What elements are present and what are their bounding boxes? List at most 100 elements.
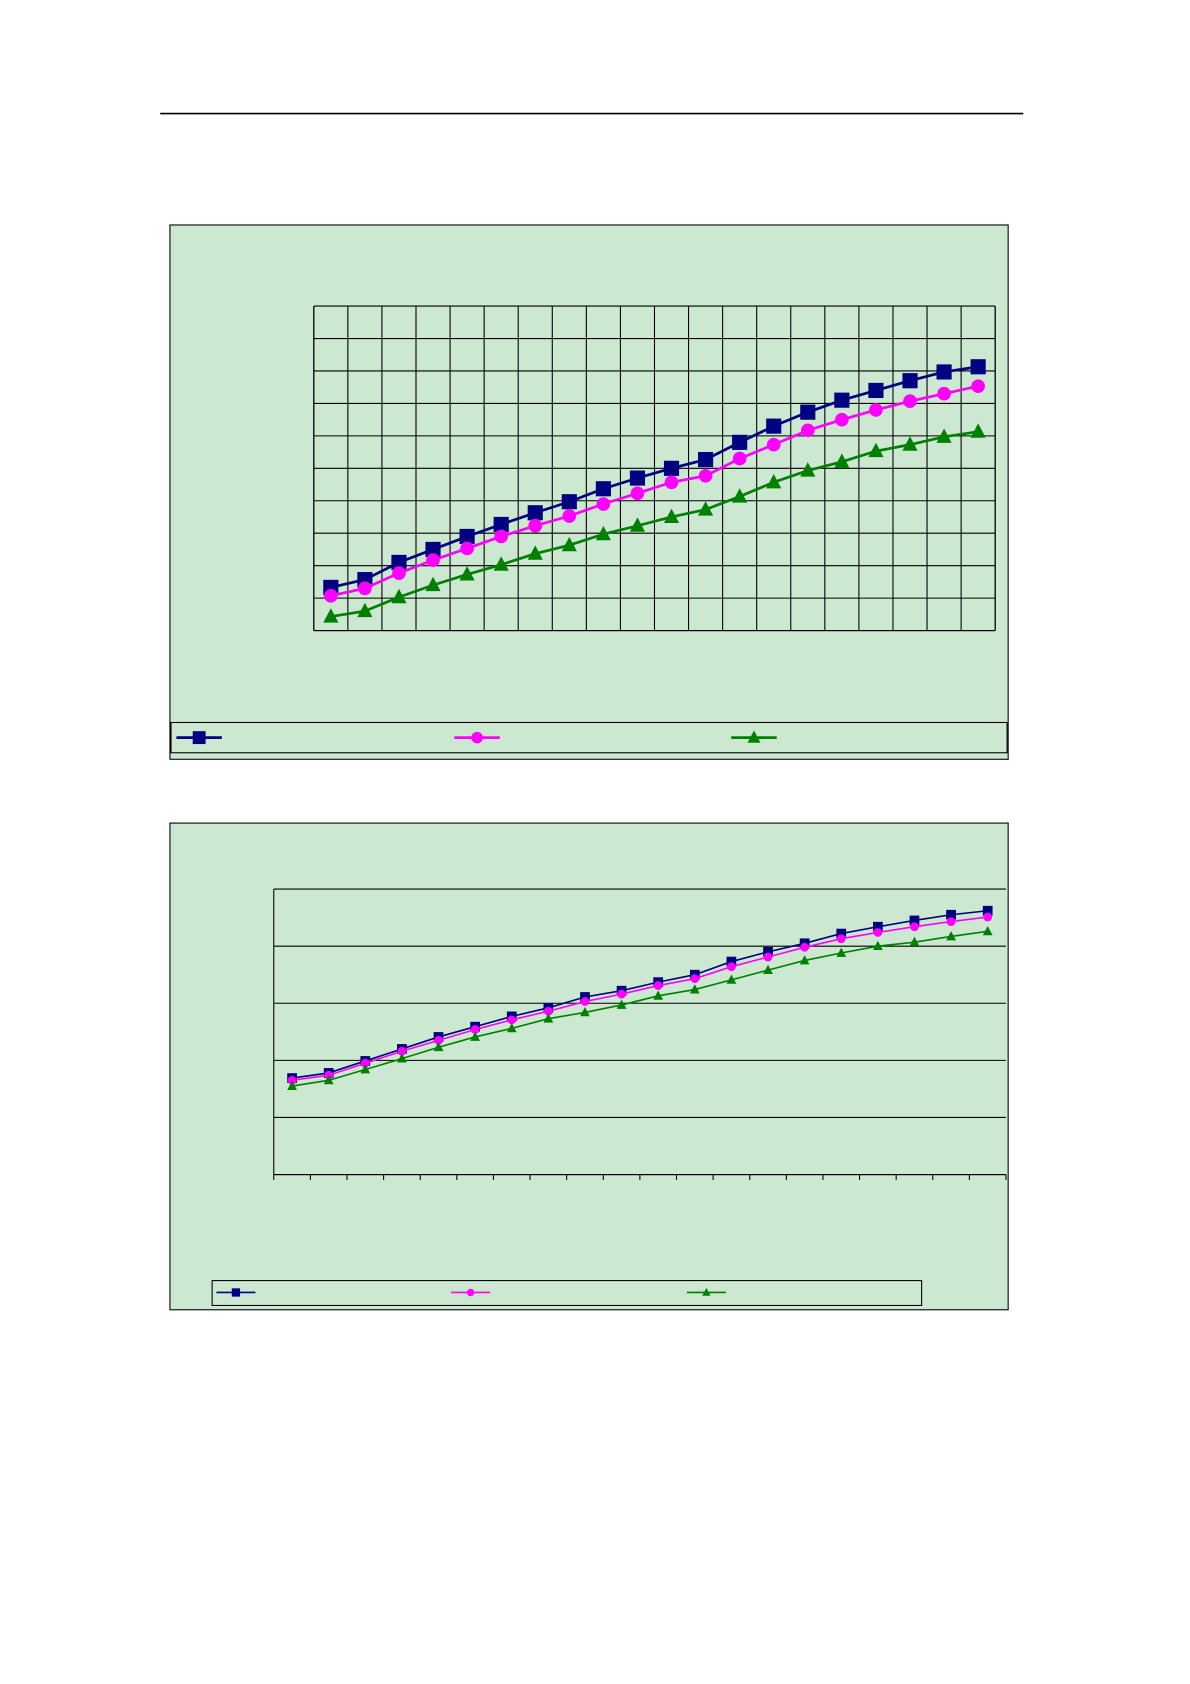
series-line <box>291 930 988 1087</box>
data-point <box>470 1025 480 1034</box>
data-point <box>936 428 952 443</box>
data-point <box>323 608 339 623</box>
data-point <box>397 1046 407 1056</box>
data-point <box>982 925 993 936</box>
data-point <box>663 508 680 524</box>
data-point <box>690 974 700 984</box>
data-point <box>287 1080 297 1090</box>
data-point <box>629 470 646 486</box>
chart-area <box>169 224 1009 760</box>
data-point <box>561 494 577 510</box>
data-point <box>766 437 781 452</box>
data-point <box>527 545 543 560</box>
chart-area <box>169 822 1009 1311</box>
data-point <box>689 984 700 994</box>
data-point <box>460 541 474 556</box>
data-point <box>426 553 440 567</box>
data-point <box>493 516 509 533</box>
data-point <box>868 442 884 458</box>
data-point <box>616 999 627 1009</box>
data-point <box>936 364 952 380</box>
data-point <box>766 473 782 489</box>
data-point <box>909 936 920 947</box>
data-point <box>836 934 846 944</box>
data-point <box>434 1036 443 1045</box>
data-point <box>287 1075 297 1085</box>
data-point <box>698 501 714 516</box>
data-point <box>732 488 748 503</box>
data-point <box>982 905 993 916</box>
data-point <box>946 931 956 941</box>
data-point <box>561 536 577 552</box>
data-point <box>946 909 956 920</box>
data-point <box>800 462 816 477</box>
data-point <box>425 541 441 558</box>
data-point <box>727 962 736 972</box>
data-point <box>494 529 508 544</box>
data-point <box>763 946 773 957</box>
series-line <box>330 430 979 618</box>
data-point <box>868 382 884 399</box>
legend-marker <box>466 1288 475 1297</box>
data-point <box>937 386 951 401</box>
data-point <box>506 1023 517 1033</box>
data-point <box>629 517 646 532</box>
series-line <box>291 916 988 1082</box>
data-point <box>663 460 680 476</box>
data-point <box>653 981 663 990</box>
data-point <box>323 1075 334 1085</box>
data-point <box>836 947 847 957</box>
data-point <box>834 392 850 408</box>
data-point <box>763 964 773 975</box>
data-point <box>527 505 543 521</box>
data-point <box>836 928 847 939</box>
data-point <box>763 952 773 962</box>
legend-box <box>170 721 1008 754</box>
data-point <box>562 509 577 523</box>
data-point <box>543 1006 553 1016</box>
data-point <box>358 581 372 596</box>
data-point <box>726 974 737 984</box>
data-point <box>357 602 373 618</box>
data-point <box>970 423 986 438</box>
data-point <box>360 1064 371 1074</box>
data-point <box>664 475 679 490</box>
legend-box <box>211 1280 923 1306</box>
data-point <box>630 486 645 501</box>
data-point <box>872 940 883 951</box>
data-point <box>459 528 475 545</box>
data-point <box>835 412 849 427</box>
data-point <box>800 404 816 420</box>
data-point <box>983 912 993 922</box>
data-point <box>698 451 714 468</box>
data-point <box>360 1058 370 1068</box>
data-point <box>869 403 883 417</box>
series-line <box>291 909 988 1079</box>
data-point <box>397 1053 407 1063</box>
data-point <box>910 922 919 932</box>
data-point <box>653 990 664 1000</box>
data-point <box>800 423 815 438</box>
data-point <box>726 956 737 967</box>
data-point <box>433 1041 444 1052</box>
legend-marker <box>471 731 483 744</box>
data-point <box>596 497 611 511</box>
data-point <box>902 373 918 389</box>
data-point <box>732 451 747 466</box>
data-point <box>971 379 985 394</box>
data-point <box>459 566 475 581</box>
data-point <box>507 1015 517 1025</box>
data-point <box>617 989 626 999</box>
data-point <box>902 436 918 451</box>
data-point <box>580 997 590 1006</box>
data-point <box>903 394 917 408</box>
data-point <box>970 359 986 375</box>
data-point <box>799 955 810 965</box>
data-point <box>698 468 713 483</box>
data-point <box>392 566 406 580</box>
data-point <box>543 1013 554 1023</box>
data-point <box>873 928 883 937</box>
data-point <box>800 942 810 952</box>
data-point <box>595 525 611 541</box>
